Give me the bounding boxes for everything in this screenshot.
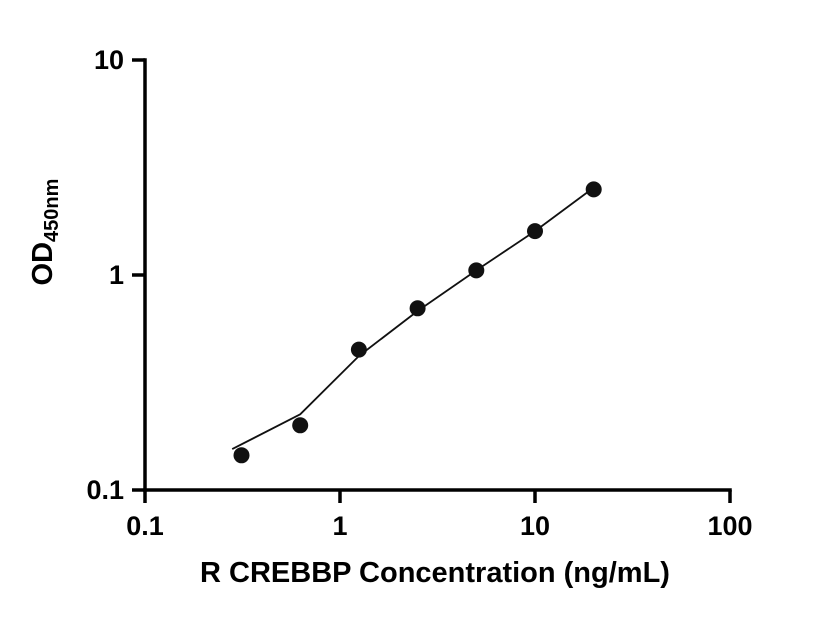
x-axis-title: R CREBBP Concentration (ng/mL) [200,557,670,589]
x-tick-label: 1 [332,511,347,541]
axes [143,58,732,492]
y-tick-label: 0.1 [86,475,124,505]
y-axis-title: OD450nm [27,179,63,286]
x-tick-label: 100 [707,511,752,541]
y-title-main: OD [27,242,59,286]
y-axis-ticks: 0.1 1 10 [86,45,145,505]
data-point [292,417,309,434]
data-point [585,181,602,198]
data-point [527,223,543,240]
x-axis-ticks: 0.1 1 10 100 [126,490,753,541]
y-title-subscript: 450nm [41,179,63,242]
y-tick-label: 10 [94,45,124,75]
data-point [233,447,250,464]
data-series [231,181,602,464]
data-point [409,300,426,317]
x-tick-label: 0.1 [126,511,164,541]
y-tick-label: 1 [109,260,124,290]
data-point [468,262,485,279]
data-point [350,341,367,358]
x-tick-label: 10 [520,511,550,541]
